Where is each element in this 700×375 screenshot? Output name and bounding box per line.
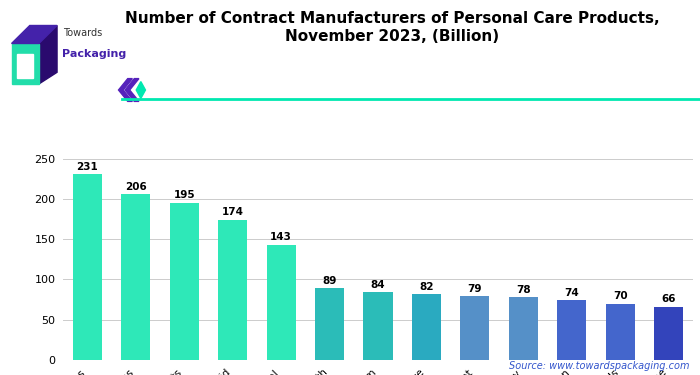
Text: Number of Contract Manufacturers of Personal Care Products,
November 2023, (Bill: Number of Contract Manufacturers of Pers… [125, 11, 659, 44]
Text: 89: 89 [323, 276, 337, 286]
Text: Source: www.towardspackaging.com: Source: www.towardspackaging.com [509, 361, 690, 371]
Polygon shape [125, 79, 139, 101]
Text: 79: 79 [468, 284, 482, 294]
Bar [169, 203, 199, 360]
Bar [654, 307, 683, 360]
Bar [218, 220, 247, 360]
Polygon shape [39, 26, 57, 84]
Polygon shape [11, 44, 39, 84]
Text: 66: 66 [662, 294, 676, 304]
Text: 143: 143 [270, 232, 292, 242]
Polygon shape [11, 26, 57, 44]
Bar [606, 304, 635, 360]
Bar [267, 245, 295, 360]
Bar [509, 297, 538, 360]
Text: 84: 84 [371, 280, 385, 290]
Bar [315, 288, 344, 360]
Text: 82: 82 [419, 282, 434, 291]
Bar [461, 296, 489, 360]
Text: 74: 74 [564, 288, 579, 298]
Bar [73, 174, 102, 360]
Polygon shape [136, 82, 146, 98]
Bar [121, 194, 150, 360]
Text: 195: 195 [174, 190, 195, 201]
Polygon shape [17, 54, 34, 78]
Bar [363, 292, 393, 360]
Text: Packaging: Packaging [62, 49, 126, 59]
Text: Towards: Towards [64, 28, 103, 38]
Text: 231: 231 [76, 162, 98, 171]
Text: 78: 78 [516, 285, 531, 295]
Text: 206: 206 [125, 182, 146, 192]
Text: 70: 70 [613, 291, 628, 301]
Text: 174: 174 [222, 207, 244, 218]
Bar [557, 300, 587, 360]
Bar [412, 294, 441, 360]
Polygon shape [118, 79, 132, 101]
